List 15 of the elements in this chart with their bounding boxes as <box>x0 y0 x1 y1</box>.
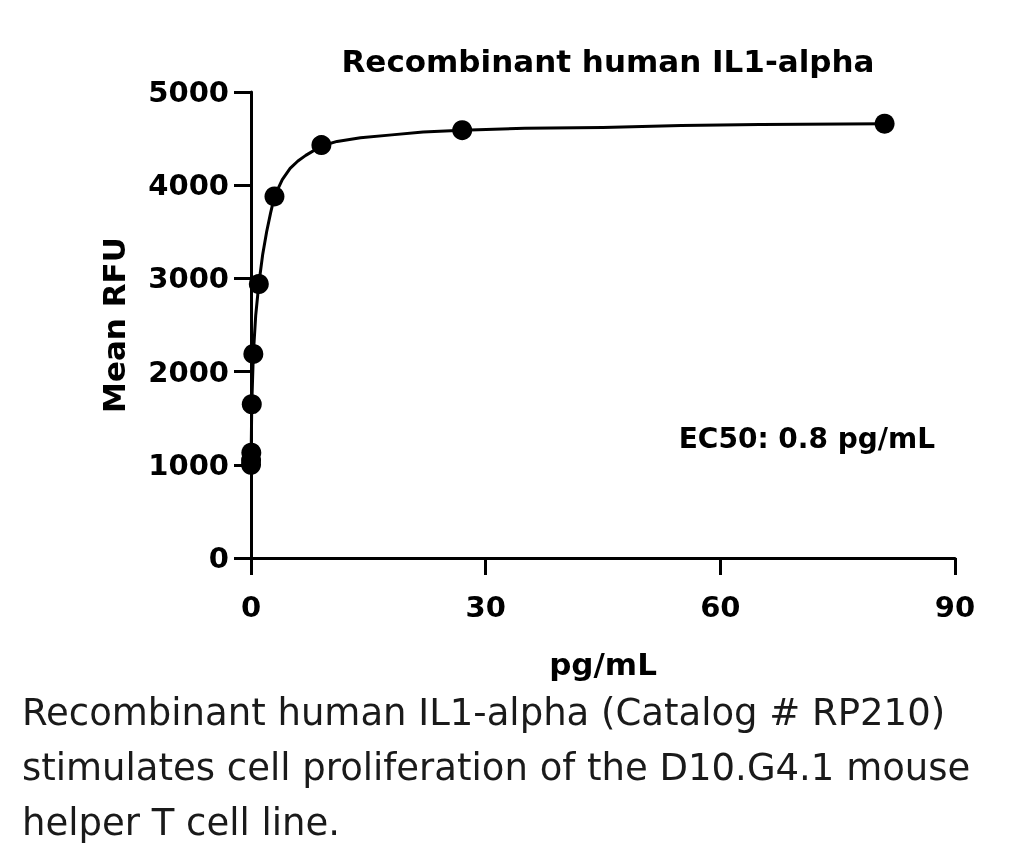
annotation: EC50: 0.8 pg/mL <box>678 421 936 455</box>
y-tick-label: 0 <box>208 541 229 575</box>
x-axis-title: pg/mL <box>549 645 657 682</box>
x-tick-label: 30 <box>465 589 506 624</box>
y-tick-label: 1000 <box>148 447 229 482</box>
y-tick-label: 5000 <box>148 75 229 109</box>
chart-title: Recombinant human IL1-alpha <box>341 42 875 79</box>
y-axis-title: Mean RFU <box>95 237 132 413</box>
text: Recombinant human IL1-alpha (Catalog # RP210) stimulates cell proliferation of the D10.G4.1 mouse helper T cell line. <box>22 690 972 846</box>
y-tick-label: 2000 <box>148 354 229 389</box>
y-tick-label: 3000 <box>148 261 229 296</box>
x-tick-label: 90 <box>934 589 976 624</box>
y-tick-label: 4000 <box>148 168 229 203</box>
x-tick-label: 0 <box>240 589 262 624</box>
x-tick-label: 60 <box>700 589 741 624</box>
